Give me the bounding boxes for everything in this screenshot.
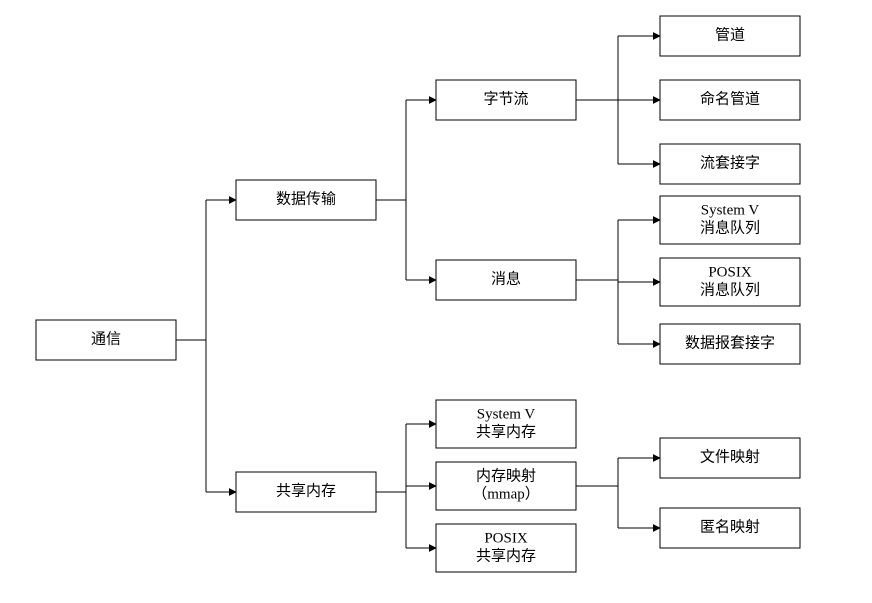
node-label: 消息队列	[700, 281, 760, 298]
node-pipe: 管道	[660, 16, 800, 56]
node-mmap: 内存映射（mmap）	[436, 462, 576, 510]
node-anon_map: 匿名映射	[660, 508, 800, 548]
node-posix_mq: POSIX消息队列	[660, 258, 800, 306]
ipc-diagram: 通信数据传输共享内存字节流消息System V共享内存内存映射（mmap）POS…	[0, 0, 872, 603]
node-sysv_mq: System V消息队列	[660, 196, 800, 244]
node-label: 字节流	[483, 90, 528, 107]
node-posix_shm: POSIX共享内存	[436, 524, 576, 572]
node-label: 流套接字	[700, 154, 760, 171]
node-stream_sock: 流套接字	[660, 144, 800, 184]
node-label: System V	[701, 202, 760, 218]
node-root: 通信	[36, 320, 176, 360]
node-label: 文件映射	[700, 448, 760, 465]
node-label: 数据传输	[276, 190, 336, 207]
node-message: 消息	[436, 260, 576, 300]
node-label: POSIX	[484, 530, 528, 546]
node-label: 共享内存	[276, 482, 336, 499]
node-label: 数据报套接字	[685, 334, 775, 351]
node-label: System V	[477, 406, 536, 422]
node-label: 消息	[491, 270, 521, 287]
node-dgram_sock: 数据报套接字	[660, 324, 800, 364]
node-sysv_shm: System V共享内存	[436, 400, 576, 448]
node-label: 管道	[715, 26, 745, 43]
node-label: 命名管道	[700, 89, 760, 107]
node-named_pipe: 命名管道	[660, 80, 800, 120]
node-label: 通信	[91, 330, 121, 347]
node-label: POSIX	[708, 264, 752, 280]
node-label: 匿名映射	[700, 518, 760, 535]
node-shared_mem: 共享内存	[236, 472, 376, 512]
node-label: 内存映射	[476, 467, 536, 484]
node-label: 消息队列	[700, 219, 760, 236]
node-label: 共享内存	[476, 547, 536, 564]
node-label: （mmap）	[472, 485, 540, 502]
node-byte_stream: 字节流	[436, 80, 576, 120]
node-data_transfer: 数据传输	[236, 180, 376, 220]
node-file_map: 文件映射	[660, 438, 800, 478]
node-label: 共享内存	[476, 423, 536, 440]
